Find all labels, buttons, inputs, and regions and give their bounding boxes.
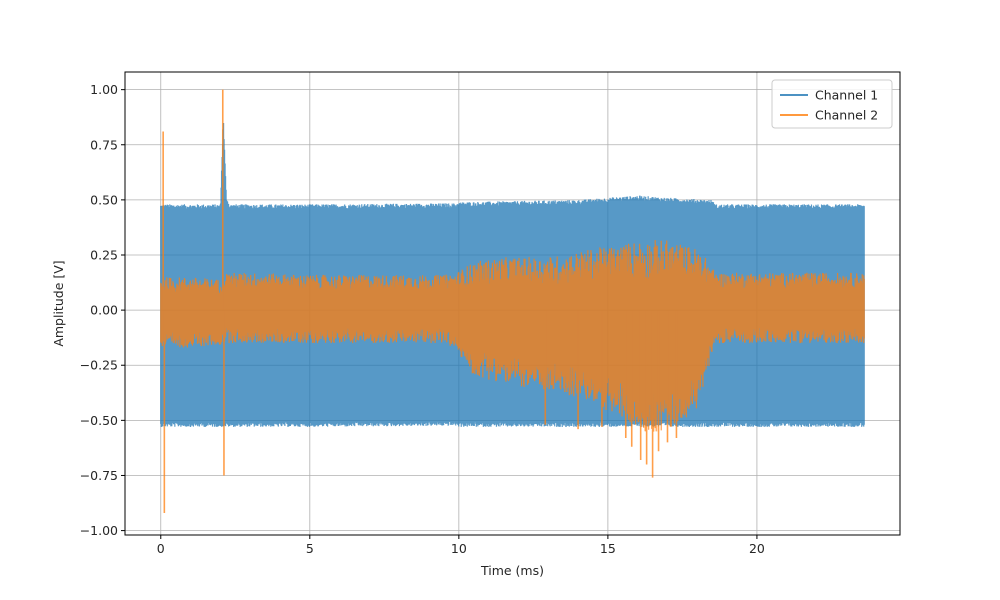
y-tick-label: 0.25 — [90, 247, 118, 262]
plot-frame — [124, 71, 901, 536]
series-2-waveform — [160, 240, 865, 432]
x-axis: 0 5 10 15 20 — [157, 535, 765, 556]
y-axis: −1.00 −0.75 −0.50 −0.25 0.00 0.25 0.50 0.75 1.00 — [80, 82, 125, 538]
legend-label-1: Channel 1 — [815, 88, 878, 103]
x-tick-label: 10 — [451, 541, 467, 556]
legend: Channel 1 Channel 2 — [771, 79, 893, 129]
x-tick-label: 15 — [600, 541, 616, 556]
y-axis-label: Amplitude [V] — [51, 260, 66, 346]
series-2 — [160, 89, 865, 513]
y-tick-label: −0.50 — [80, 413, 118, 428]
y-tick-label: −0.75 — [80, 468, 118, 483]
legend-label-2: Channel 2 — [815, 108, 878, 123]
y-tick-label: 0.00 — [90, 303, 118, 318]
y-tick-label: −0.25 — [80, 358, 118, 373]
y-tick-label: 1.00 — [90, 82, 118, 97]
y-tick-label: 0.75 — [90, 137, 118, 152]
x-tick-label: 0 — [157, 541, 165, 556]
y-tick-label: −1.00 — [80, 523, 118, 538]
series-layer — [160, 89, 865, 513]
x-tick-label: 5 — [306, 541, 314, 556]
y-tick-label: 0.50 — [90, 192, 118, 207]
x-tick-label: 20 — [749, 541, 765, 556]
x-axis-label: Time (ms) — [480, 563, 544, 578]
